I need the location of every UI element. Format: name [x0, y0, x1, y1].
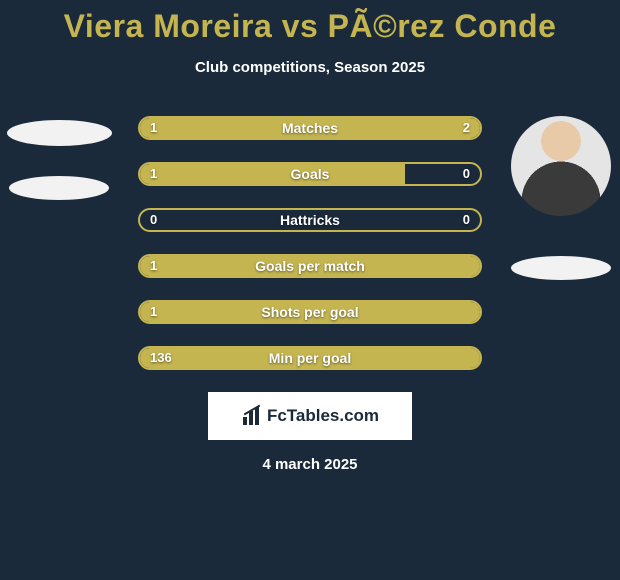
- stat-bar-value-left: 1: [150, 162, 157, 186]
- comparison-panel: Matches12Goals10Hattricks00Goals per mat…: [0, 116, 620, 473]
- stat-bar-value-right: 0: [463, 208, 470, 232]
- stat-bar-row: Shots per goal1: [138, 300, 482, 324]
- player-left-avatar: [7, 120, 112, 146]
- stat-bar-row: Goals per match1: [138, 254, 482, 278]
- stat-bar-label: Goals per match: [138, 254, 482, 278]
- player-right-column: [506, 116, 616, 280]
- brand-text: FcTables.com: [267, 406, 379, 426]
- stat-bar-value-left: 0: [150, 208, 157, 232]
- stat-bar-label: Goals: [138, 162, 482, 186]
- stat-bar-row: Matches1 2: [138, 116, 482, 140]
- stat-bar-value-left: 1: [150, 300, 157, 324]
- player-left-nametag: [9, 176, 109, 200]
- stat-bar-value-left: 1: [150, 254, 157, 278]
- page-title: Viera Moreira vs PÃ©rez Conde: [0, 0, 620, 45]
- player-right-avatar: [511, 116, 611, 216]
- stat-bar-label: Matches: [138, 116, 482, 140]
- stat-bar-value-right: 0: [463, 162, 470, 186]
- stat-bars: Matches12Goals10Hattricks00Goals per mat…: [138, 116, 482, 370]
- subtitle: Club competitions, Season 2025: [0, 59, 620, 76]
- stat-bar-value-right: 2: [463, 116, 470, 140]
- brand-icon: [241, 407, 263, 425]
- player-right-nametag: [511, 256, 611, 280]
- stat-bar-row: Min per goal136: [138, 346, 482, 370]
- stat-bar-value-left: 1: [150, 116, 157, 140]
- stat-bar-label: Min per goal: [138, 346, 482, 370]
- stat-bar-row: Goals1 0: [138, 162, 482, 186]
- brand-badge: FcTables.com: [208, 392, 412, 440]
- stat-bar-value-left: 136: [150, 346, 172, 370]
- stat-bar-label: Hattricks: [138, 208, 482, 232]
- stat-bar-row: Hattricks0 0: [138, 208, 482, 232]
- stat-bar-label: Shots per goal: [138, 300, 482, 324]
- date-label: 4 march 2025: [0, 456, 620, 473]
- player-left-column: [4, 116, 114, 200]
